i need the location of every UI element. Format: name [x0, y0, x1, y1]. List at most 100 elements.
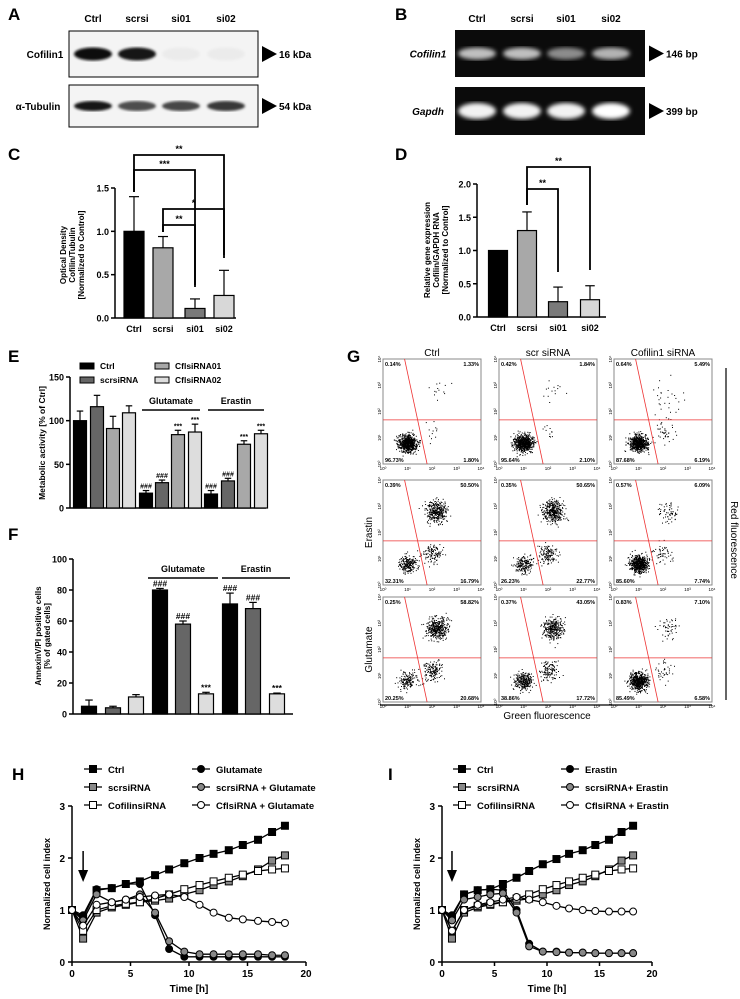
flow-event-dot: [637, 566, 639, 568]
flow-event-dot: [437, 388, 439, 389]
y-tick-label: 0: [59, 504, 64, 514]
flow-plot: 0.25% 58.82%20.25% 20.68%10⁰10⁰10¹10¹10²10…: [377, 593, 485, 709]
flow-event-dot: [640, 559, 642, 561]
flow-event-dot: [431, 557, 433, 559]
lane-label: si01: [171, 14, 191, 25]
flow-event-dot: [516, 437, 518, 439]
flow-event-dot: [441, 664, 443, 666]
flow-event-dot: [432, 634, 434, 636]
flow-event-dot: [648, 447, 650, 449]
flow-event-dot: [632, 443, 634, 445]
flow-event-dot: [662, 432, 664, 434]
flow-event-dot: [636, 559, 638, 561]
flow-event-dot: [642, 440, 644, 442]
flow-event-dot: [408, 571, 410, 573]
flow-event-dot: [442, 506, 444, 508]
flow-event-dot: [527, 444, 529, 445]
flow-event-dot: [521, 445, 523, 447]
flow-event-dot: [436, 508, 438, 510]
flow-event-dot: [436, 517, 438, 518]
flow-event-dot: [568, 520, 570, 522]
flow-event-dot: [516, 450, 518, 452]
flow-event-dot: [400, 679, 402, 681]
flow-event-dot: [638, 571, 640, 573]
flow-event-dot: [648, 557, 650, 559]
flow-event-dot: [527, 570, 529, 572]
flow-event-dot: [408, 570, 410, 572]
flow-event-dot: [545, 542, 547, 544]
flow-event-dot: [641, 449, 643, 451]
flow-event-dot: [414, 672, 416, 673]
flow-event-dot: [535, 442, 536, 443]
flow-event-dot: [548, 507, 550, 509]
y-tick-label: 10³: [377, 503, 382, 510]
flow-event-dot: [513, 440, 514, 442]
flow-event-dot: [522, 568, 524, 570]
flow-event-dot: [640, 438, 642, 440]
flow-event-dot: [430, 508, 432, 510]
flow-event-dot: [546, 552, 548, 554]
flow-event-dot: [632, 448, 634, 450]
flow-event-dot: [655, 548, 657, 550]
flow-event-dot: [513, 564, 515, 566]
flow-event-dot: [659, 553, 661, 555]
flow-event-dot: [446, 520, 448, 522]
x-tick-label: Ctrl: [126, 324, 142, 334]
flow-event-dot: [677, 509, 679, 511]
flow-event-dot: [550, 513, 552, 515]
flow-event-dot: [548, 549, 549, 551]
flow-event-dot: [445, 638, 447, 640]
flow-event-dot: [528, 444, 530, 446]
flow-event-dot: [552, 557, 554, 559]
flow-event-dot: [637, 437, 638, 439]
legend-label: CflsiRNA01: [175, 361, 222, 371]
flow-event-dot: [668, 407, 670, 409]
flow-event-dot: [667, 552, 669, 554]
flow-event-dot: [409, 437, 411, 439]
flow-event-dot: [445, 510, 447, 512]
lane-label: si02: [216, 14, 236, 25]
flow-event-dot: [532, 442, 534, 444]
flow-event-dot: [642, 564, 644, 566]
flow-event-dot: [515, 570, 517, 572]
flow-event-dot: [530, 564, 532, 566]
flow-event-dot: [438, 524, 440, 526]
flow-event-dot: [517, 566, 519, 568]
flow-event-dot: [517, 436, 519, 438]
flow-event-dot: [531, 443, 533, 444]
flow-event-dot: [659, 513, 661, 515]
flow-event-dot: [405, 441, 407, 443]
flow-event-dot: [642, 563, 644, 565]
flow-event-dot: [671, 517, 673, 519]
flow-event-dot: [436, 502, 437, 504]
flow-event-dot: [404, 565, 406, 567]
flow-event-dot: [401, 444, 403, 446]
flow-event-dot: [645, 440, 647, 442]
flow-event-dot: [441, 515, 443, 517]
group-label: Glutamate: [149, 396, 193, 406]
flow-event-dot: [406, 440, 408, 442]
flow-event-dot: [516, 444, 518, 446]
bar: [174, 623, 192, 715]
flow-event-dot: [439, 512, 441, 513]
flow-event-dot: [532, 445, 534, 447]
flow-event-dot: [521, 438, 523, 440]
flow-event-dot: [532, 436, 534, 438]
flow-event-dot: [436, 507, 438, 509]
flow-event-dot: [399, 441, 401, 443]
flow-event-dot: [520, 565, 522, 567]
flow-event-dot: [663, 510, 665, 512]
flow-event-dot: [636, 572, 638, 573]
flow-event-dot: [412, 560, 414, 562]
flow-event-dot: [646, 566, 647, 568]
flow-event-dot: [431, 679, 432, 681]
flow-event-dot: [432, 628, 434, 630]
flow-event-dot: [657, 428, 659, 430]
x-tick-label: 10²: [429, 466, 436, 471]
flow-event-dot: [555, 550, 557, 552]
flow-event-dot: [527, 437, 529, 439]
flow-event-dot: [641, 450, 643, 452]
flow-event-dot: [547, 553, 549, 555]
flow-event-dot: [543, 517, 545, 519]
